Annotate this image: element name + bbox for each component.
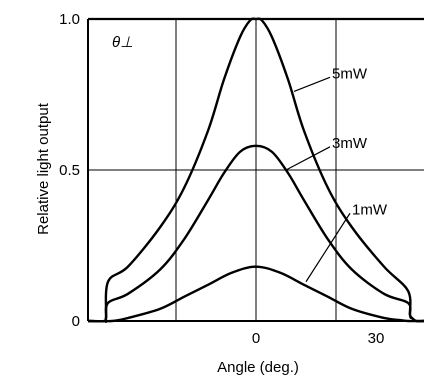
tick-labels: 0 0.5 1.0 0 30 <box>59 11 384 347</box>
x-axis-label: Angle (deg.) <box>217 359 299 376</box>
annotation-label-3mw: 3mW <box>332 135 368 152</box>
y-axis-label: Relative light output <box>35 102 52 235</box>
series-line-3mw <box>87 144 425 323</box>
x-tick-label: 30 <box>368 330 385 347</box>
annotation-leader-1mw <box>305 212 351 283</box>
grid-lines <box>88 19 424 321</box>
series-lines <box>87 17 425 323</box>
x-tick-label: 0 <box>252 330 260 347</box>
annotation-label-1mw: 1mW <box>352 201 388 218</box>
annotation-label-5mw: 5mW <box>332 65 368 82</box>
annotation-leader-5mw <box>293 76 331 93</box>
y-tick-label: 1.0 <box>59 11 80 28</box>
series-line-1mw <box>87 265 424 323</box>
annotation-leader-3mw <box>285 146 331 171</box>
y-tick-label: 0.5 <box>59 162 80 179</box>
series-annotations: 5mW 3mW 1mW <box>285 65 388 283</box>
series-line-5mw <box>87 17 425 323</box>
panel-label: θ⊥ <box>112 34 133 51</box>
y-tick-label: 0 <box>72 313 80 330</box>
